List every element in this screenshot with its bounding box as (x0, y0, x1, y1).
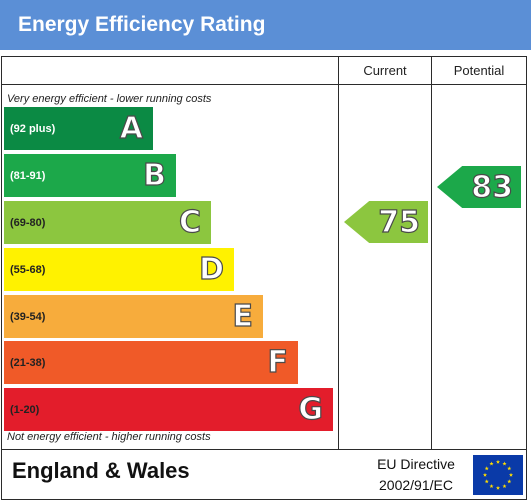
flag-star (502, 484, 507, 489)
directive-line-1: EU Directive (377, 456, 455, 472)
band-c: (69-80) C (4, 201, 211, 244)
flag-star (495, 485, 501, 490)
band-range: (39-54) (10, 310, 46, 323)
band-d: (55-68) D (4, 248, 234, 291)
band-range: (21-38) (10, 356, 46, 369)
directive-line-2: 2002/91/EC (379, 477, 453, 493)
band-letter: F (267, 344, 289, 380)
band-letter: E (232, 298, 254, 334)
band-range: (69-80) (10, 216, 46, 229)
inefficient-note: Not energy efficient - higher running co… (7, 431, 211, 443)
flag-star (507, 466, 512, 471)
band-letter: B (143, 157, 167, 193)
band-letter: D (198, 251, 224, 287)
flag-star (508, 472, 514, 477)
potential-column-divider (431, 56, 432, 450)
band-letter: A (119, 110, 143, 146)
page-title: Energy Efficiency Rating (0, 0, 531, 50)
band-range: (92 plus) (10, 122, 56, 135)
band-e: (39-54) E (4, 295, 263, 338)
band-g: (1-20) G (4, 388, 333, 431)
flag-star (482, 472, 488, 477)
flag-star (484, 479, 489, 484)
header-divider (1, 84, 527, 85)
flag-star (502, 461, 507, 466)
potential-column-header: Potential (453, 63, 505, 78)
band-a: (92 plus) A (4, 107, 153, 150)
band-letter: C (178, 204, 201, 240)
current-rating-value: 75 (378, 204, 421, 240)
band-range: (81-91) (10, 169, 46, 182)
current-column-header: Current (363, 63, 407, 78)
band-b: (81-91) B (4, 154, 176, 197)
band-range: (55-68) (10, 263, 46, 276)
efficient-note: Very energy efficient - lower running co… (7, 93, 212, 105)
footer-divider (1, 449, 527, 450)
flag-star (484, 466, 489, 471)
flag-star (489, 461, 494, 466)
eu-flag-icon (473, 455, 523, 495)
flag-star (495, 459, 501, 464)
flag-star (489, 484, 494, 489)
band-range: (1-20) (10, 403, 40, 416)
eu-directive: EU Directive 2002/91/EC (360, 454, 472, 496)
potential-rating-value: 83 (471, 169, 514, 205)
current-column-divider (338, 56, 339, 450)
band-f: (21-38) F (4, 341, 298, 384)
band-letter: G (298, 391, 324, 427)
flag-star (507, 479, 512, 484)
region-label: England & Wales (12, 458, 190, 483)
